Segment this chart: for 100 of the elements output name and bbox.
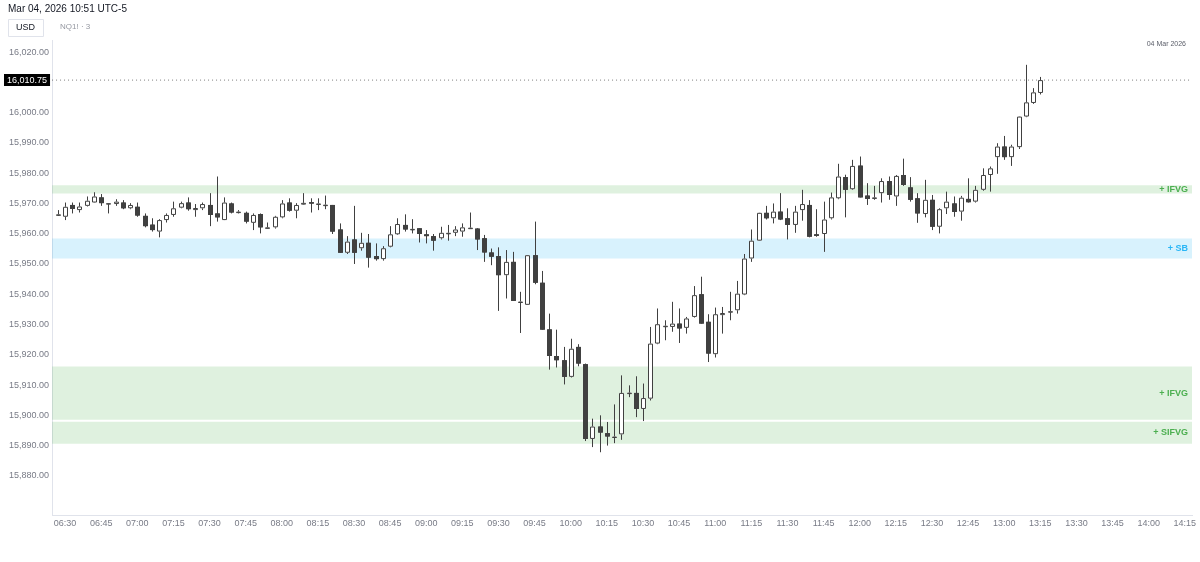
candlestick	[894, 174, 899, 207]
x-tick-label: 13:15	[1029, 518, 1052, 529]
x-tick-label: 13:45	[1101, 518, 1124, 529]
y-tick-label: 15,900.00	[8, 409, 50, 420]
candlestick	[966, 177, 971, 204]
candlestick	[655, 307, 660, 345]
candlestick	[836, 163, 841, 200]
candlestick	[728, 291, 733, 321]
x-tick-label: 12:45	[956, 518, 980, 529]
candlestick	[612, 403, 617, 444]
candlestick	[598, 414, 603, 453]
y-tick-label: 15,960.00	[8, 228, 50, 239]
candlestick	[518, 291, 523, 334]
candlestick	[793, 205, 798, 234]
x-tick-label: 10:15	[595, 518, 619, 529]
x-tick-label: 13:00	[992, 518, 1016, 529]
band-label: + IFVG	[1159, 387, 1188, 398]
candlestick	[590, 418, 595, 448]
y-tick-label: 15,890.00	[8, 440, 50, 451]
candlestick	[496, 246, 501, 312]
candlestick	[619, 374, 624, 441]
x-tick-label: 14:15	[1173, 518, 1197, 529]
candlestick	[309, 197, 314, 214]
candlestick	[641, 383, 646, 422]
x-tick-label: 06:45	[89, 518, 113, 529]
candlestick	[634, 375, 639, 418]
band-label: + SB	[1167, 243, 1189, 254]
candlestick	[157, 218, 162, 238]
candlestick	[222, 196, 227, 221]
ref-line-label: 16,010.75	[7, 74, 48, 85]
candlestick	[352, 205, 357, 265]
candlestick	[937, 207, 942, 234]
x-tick-label: 11:45	[812, 518, 835, 529]
candlestick	[677, 307, 682, 344]
candlestick	[829, 192, 834, 220]
candlestick	[648, 326, 653, 401]
y-tick-label: 15,930.00	[8, 319, 50, 329]
candlestick	[923, 179, 928, 218]
x-tick-label: 12:15	[884, 518, 908, 529]
y-tick-label: 15,910.00	[8, 379, 50, 390]
candlestick	[569, 338, 574, 378]
candlestick	[785, 207, 790, 240]
candlestick	[388, 225, 393, 248]
y-tick-label: 15,920.00	[8, 349, 50, 360]
x-tick-label: 10:00	[559, 518, 582, 529]
candlestick	[525, 254, 530, 306]
x-tick-label: 13:30	[1065, 518, 1088, 529]
chart-subtitle: Mar 04, 2026 10:51 UTC-5	[8, 2, 128, 14]
y-tick-label: 15,950.00	[8, 258, 50, 269]
candlestick	[1002, 135, 1007, 161]
x-tick-label: 08:00	[270, 518, 294, 529]
candlestick	[843, 174, 848, 218]
x-tick-label: 12:00	[848, 518, 871, 529]
candlestick	[1009, 144, 1014, 167]
candlestick	[952, 195, 957, 218]
y-tick-label: 15,970.00	[8, 197, 50, 208]
candlestick	[822, 201, 827, 253]
candlestick	[988, 166, 993, 193]
x-tick-label: 09:45	[523, 518, 546, 529]
candlestick	[720, 306, 725, 335]
candlestick	[692, 285, 697, 319]
candlestick	[554, 329, 559, 368]
candlestick	[208, 192, 213, 227]
candlestick	[742, 253, 747, 296]
x-tick-label: 06:30	[53, 518, 77, 529]
y-tick-label: 16,000.00	[8, 107, 50, 118]
x-tick-label: 11:15	[740, 518, 763, 529]
chart-title: NQ1! · 3	[60, 22, 91, 32]
x-tick-label: 11:00	[704, 518, 727, 529]
y-tick-label: 15,880.00	[8, 470, 50, 481]
candlestick	[749, 228, 754, 263]
x-tick-label: 14:00	[1137, 518, 1160, 529]
candlestick	[981, 167, 986, 192]
x-tick-label: 09:00	[414, 518, 438, 529]
candlestick	[735, 280, 740, 315]
candlestick	[1024, 64, 1029, 118]
candlestick	[850, 159, 855, 191]
candlestick	[475, 227, 480, 251]
candlestick	[504, 249, 509, 299]
candlestick	[280, 199, 285, 219]
x-tick-label: 07:45	[234, 518, 257, 529]
candlestick	[959, 195, 964, 222]
y-tick-label: 15,980.00	[8, 167, 50, 178]
x-tick-label: 09:15	[451, 518, 474, 529]
candlestick	[1017, 116, 1022, 150]
y-tick-label: 15,990.00	[8, 137, 50, 148]
x-tick-label: 10:45	[667, 518, 691, 529]
candlestick	[713, 307, 718, 359]
x-tick-label: 12:30	[920, 518, 944, 529]
candlestick	[670, 301, 675, 333]
band-label: + IFVG	[1159, 183, 1188, 194]
x-tick-label: 10:30	[631, 518, 655, 529]
candlestick	[814, 208, 819, 238]
candlestick	[800, 189, 805, 222]
candlestick	[995, 142, 1000, 175]
x-tick-label: 07:15	[162, 518, 185, 529]
x-tick-label: 11:30	[776, 518, 799, 529]
y-tick-label: 15,940.00	[8, 288, 50, 299]
band-label: + SIFVG	[1153, 427, 1188, 438]
x-tick-label: 08:45	[378, 518, 402, 529]
